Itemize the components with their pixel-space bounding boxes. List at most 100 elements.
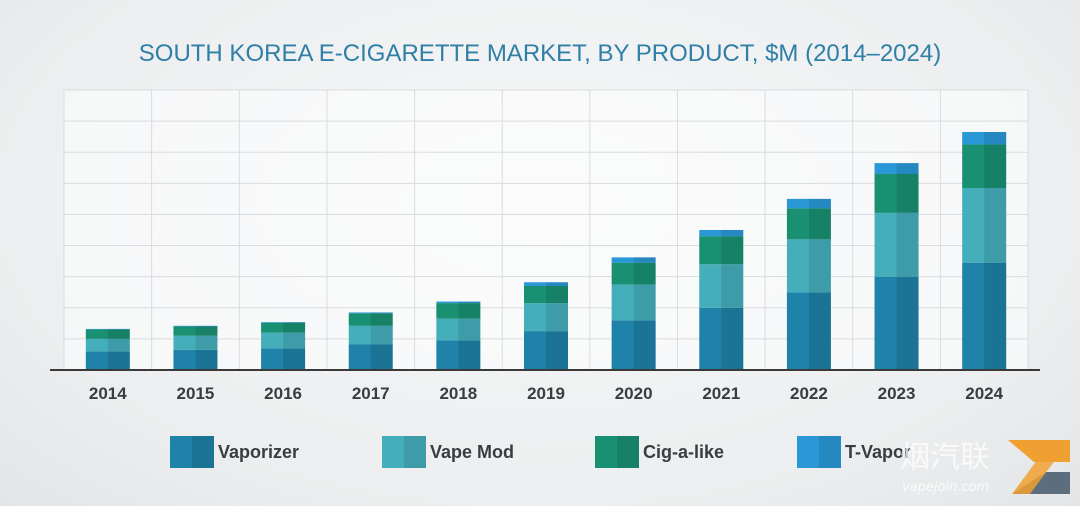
bar-stack-2021 xyxy=(699,230,744,370)
bar-segment xyxy=(874,163,919,174)
bar xyxy=(699,307,744,370)
x-tick-label: 2016 xyxy=(264,384,302,403)
bar-segment xyxy=(348,344,393,370)
bar-shade xyxy=(107,328,130,330)
bar xyxy=(261,322,306,323)
bar-shade xyxy=(458,303,481,319)
bar xyxy=(611,320,656,370)
bar-segment xyxy=(436,303,481,319)
bar-shade xyxy=(896,163,919,174)
bar-segment xyxy=(85,329,130,339)
bar-segment xyxy=(348,325,393,345)
bar-shade xyxy=(721,264,744,308)
bar xyxy=(699,264,744,308)
bar-segment xyxy=(261,322,306,333)
bar-shade xyxy=(107,351,130,370)
bar-shade xyxy=(808,198,831,209)
bar-segment xyxy=(611,262,656,285)
x-tick-label: 2018 xyxy=(439,384,477,403)
bar xyxy=(436,318,481,341)
bar-shade xyxy=(283,322,306,323)
bars xyxy=(85,132,1007,370)
bar-segment xyxy=(524,331,568,370)
bar-segment xyxy=(962,132,1007,145)
bar-shade xyxy=(633,257,656,263)
bar-stack-2022 xyxy=(786,198,831,370)
x-tick-label: 2022 xyxy=(790,384,828,403)
bar-shade xyxy=(107,338,130,352)
bar-segment xyxy=(436,318,481,341)
bar xyxy=(85,329,130,339)
bar-stack-2018 xyxy=(436,301,481,370)
bar-stack-2019 xyxy=(524,282,568,370)
legend-swatch xyxy=(170,436,214,468)
legend-swatch xyxy=(797,436,841,468)
x-tick-label: 2015 xyxy=(177,384,215,403)
x-tick-label: 2014 xyxy=(89,384,127,403)
bar xyxy=(85,351,130,370)
bar xyxy=(173,349,218,370)
bar-stack-2015 xyxy=(173,325,218,370)
bar xyxy=(173,325,218,327)
bar-stack-2020 xyxy=(611,257,656,370)
bar-shade xyxy=(458,340,481,370)
bar-segment xyxy=(962,262,1007,370)
bar-shade xyxy=(283,322,306,333)
x-tick-label: 2020 xyxy=(615,384,653,403)
bar xyxy=(962,144,1007,188)
bar xyxy=(348,312,393,314)
bar xyxy=(786,292,831,370)
bar-shade xyxy=(721,236,744,265)
legend-label: Cig-a-like xyxy=(643,442,724,462)
bar-shade xyxy=(546,282,568,286)
bar-shade xyxy=(984,188,1007,263)
bar xyxy=(524,303,568,332)
bar-shade xyxy=(633,262,656,285)
legend-swatch-shade xyxy=(192,436,214,468)
bar-segment xyxy=(874,276,919,370)
bar xyxy=(699,230,744,237)
bar-shade xyxy=(808,208,831,240)
bar-segment xyxy=(699,230,744,237)
watermark: 烟汽联 vapejoin.com xyxy=(900,440,1070,495)
bar xyxy=(611,284,656,321)
bar-segment xyxy=(173,325,218,327)
bar xyxy=(874,163,919,174)
legend-swatch-shade xyxy=(404,436,426,468)
bar xyxy=(524,286,568,304)
bar-segment xyxy=(611,320,656,370)
legend: Vaporizer Vape Mod Cig-a-like T-Vapor xyxy=(170,436,911,468)
bar xyxy=(611,262,656,285)
x-tick-label: 2023 xyxy=(878,384,916,403)
bar-shade xyxy=(984,262,1007,370)
legend-item: Vaporizer xyxy=(170,436,299,468)
bar xyxy=(173,326,218,336)
bar-segment xyxy=(173,335,218,350)
bar-segment xyxy=(611,284,656,321)
bar-shade xyxy=(808,239,831,293)
bar-segment xyxy=(699,236,744,265)
bar-shade xyxy=(370,313,393,326)
bar-shade xyxy=(370,312,393,314)
bar xyxy=(348,313,393,326)
chart-title: SOUTH KOREA E-CIGARETTE MARKET, BY PRODU… xyxy=(139,40,941,67)
bar-segment xyxy=(786,208,831,240)
x-tick-label: 2021 xyxy=(702,384,740,403)
bar xyxy=(962,188,1007,263)
bar-shade xyxy=(370,344,393,370)
bar xyxy=(261,332,306,349)
bar xyxy=(786,239,831,293)
bar-segment xyxy=(524,282,568,286)
bar-shade xyxy=(896,174,919,213)
bar-segment xyxy=(348,313,393,326)
bar-shade xyxy=(546,331,568,370)
bar xyxy=(874,276,919,370)
bar-shade xyxy=(896,212,919,277)
legend-label: Vape Mod xyxy=(430,442,514,462)
watermark-chinese-text: 烟汽联 xyxy=(900,440,990,475)
bar-shade xyxy=(984,132,1007,145)
bar-shade xyxy=(283,348,306,370)
bar xyxy=(611,257,656,263)
bar-segment xyxy=(611,257,656,263)
bar-segment xyxy=(786,239,831,293)
